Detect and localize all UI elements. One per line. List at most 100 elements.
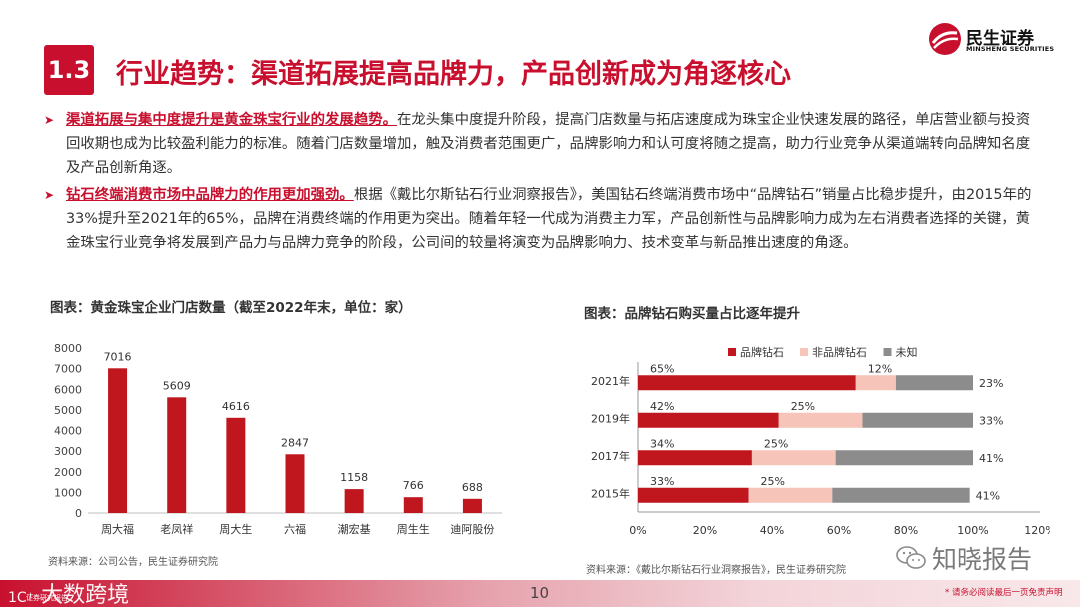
page-number: 10 [530,584,550,602]
bullet-highlight: 钻石终端消费市场中品牌力的作用更加强劲。 [66,187,354,203]
bar-value-label: 1158 [340,471,368,484]
stacked-segment [855,375,896,391]
right-chart-source: 资料来源：《戴比尔斯钻石行业洞察报告》，民生证券研究院 [586,565,846,576]
x-tick-label: 潮宏基 [338,522,371,536]
x-tick-label: 0% [629,524,646,537]
bar-value-label: 2847 [281,436,309,449]
bar-value-label: 688 [462,481,483,494]
y-tick-label: 2021年 [591,374,630,388]
stacked-segment [638,487,749,503]
page-title: 行业趋势：渠道拓展提高品牌力，产品创新成为角逐核心 [116,59,791,90]
segment-label: 12% [868,362,892,375]
y-tick-label: 3000 [54,445,82,458]
x-tick-label: 老凤祥 [160,522,193,536]
logo-text-cn: 民生证券 [966,29,1034,49]
y-tick-label: 5000 [54,404,82,417]
y-tick-label: 8000 [54,342,82,355]
segment-label: 25% [764,437,788,450]
watermark-left: 1C⁺ 大数跨境 [8,577,129,607]
arrow-bullet-icon: ➤ [44,113,55,127]
bar [285,454,305,513]
bullet-text: 根据《戴比尔斯钻石行业洞察报告》，美国钻石终端消费市场中“品牌钻石”销量占比稳步… [66,187,1032,251]
legend-swatch [728,348,736,356]
x-tick-label: 120% [1024,524,1050,537]
stacked-segment [751,450,836,466]
stacked-segment [748,487,833,503]
x-tick-label: 周大福 [101,522,134,536]
x-tick-label: 六福 [284,522,306,536]
y-tick-label: 7000 [54,363,82,376]
bar-value-label: 766 [403,479,424,492]
minsheng-logo: 民生证券 MINSHENG SECURITIES [928,20,1058,60]
watermark-left-small: 证券研究报告 [26,594,68,602]
bullet-item-brand: ➤ 钻石终端消费市场中品牌力的作用更加强劲。根据《戴比尔斯钻石行业洞察报告》，美… [44,183,1044,255]
watermark-right: 知晓报告 [896,540,1032,576]
legend-swatch [883,348,892,356]
bar [167,397,187,513]
y-tick-label: 0 [75,507,82,520]
stacked-segment [638,450,752,466]
stacked-segment [895,375,973,391]
x-tick-label: 周生生 [397,522,430,536]
y-tick-label: 1000 [54,486,82,499]
logo-text-en: MINSHENG SECURITIES [966,45,1055,53]
y-tick-label: 2015年 [591,486,630,500]
disclaimer: * 请务必阅读最后一页免责声明 [945,588,1063,598]
bar [108,368,128,513]
stacked-segment [778,412,863,428]
segment-label: 33% [650,475,674,488]
left-chart-caption: 图表：黄金珠宝企业门店数量（截至2022年末，单位：家） [50,300,412,316]
bar-value-label: 5609 [163,379,191,392]
segment-label: 41% [979,452,1003,465]
segment-label: 33% [979,414,1003,427]
left-chart-source: 资料来源：公司公告，民生证券研究院 [48,557,218,568]
stacked-segment [862,412,973,428]
right-chart-caption: 图表：品牌钻石购买量占比逐年提升 [584,306,800,322]
segment-label: 65% [650,362,674,375]
x-tick-label: 40% [760,524,784,537]
x-tick-label: 60% [827,524,851,537]
legend-label: 未知 [896,345,918,359]
legend-swatch [800,348,808,356]
stacked-segment [835,450,973,466]
bullet-text: 在龙头集中度提升阶段，提高门店数量与拓店速度成为珠宝企业快速发展的路径，单店营业… [66,112,1031,176]
segment-label: 41% [976,489,1000,502]
watermark-right-text: 知晓报告 [932,545,1033,574]
bullet-highlight: 渠道拓展与集中度提升是黄金珠宝行业的发展趋势。 [66,112,397,128]
bullet-item-channel: ➤ 渠道拓展与集中度提升是黄金珠宝行业的发展趋势。在龙头集中度提升阶段，提高门店… [44,108,1044,180]
segment-label: 25% [791,400,815,413]
x-tick-label: 迪阿股份 [450,523,494,536]
bar-value-label: 4616 [222,400,250,413]
legend-label: 品牌钻石 [740,345,784,359]
bar [462,498,482,513]
stacked-segment [638,375,856,391]
footer-bar [0,580,1080,607]
y-tick-label: 6000 [54,383,82,396]
x-tick-label: 100% [957,524,988,537]
store-count-bar-chart: 0 1000 2000 3000 4000 5000 6000 7000 8000 7016 周大福… [54,342,502,536]
bar-value-label: 7016 [104,350,132,363]
watermark-left-text: 大数跨境 [41,583,130,607]
x-tick-label: 20% [693,524,717,537]
bar [344,489,364,513]
arrow-bullet-icon: ➤ [44,188,55,202]
bar [226,417,246,513]
section-number-badge: 1.3 [44,45,94,95]
segment-label: 25% [761,475,785,488]
segment-label: 23% [979,377,1003,390]
bar [403,497,423,513]
x-tick-label: 80% [894,524,918,537]
y-tick-label: 2000 [54,466,82,479]
y-tick-label: 4000 [54,425,82,438]
minsheng-logo-icon [929,23,961,55]
watermark-left-mark: 1C⁺ [8,590,35,606]
legend-label: 非品牌钻石 [812,345,867,359]
stacked-segment [832,487,970,503]
segment-label: 34% [650,437,674,450]
x-tick-label: 周大生 [219,522,252,536]
bullet-list: ➤ 渠道拓展与集中度提升是黄金珠宝行业的发展趋势。在龙头集中度提升阶段，提高门店… [44,108,1044,258]
stacked-segment [638,412,779,428]
brand-diamond-stacked-chart: 品牌钻石 非品牌钻石 未知 0% 20% 40% 60% 80% 100% 120% 2021年 65… [591,345,1050,537]
y-tick-label: 2019年 [591,411,630,425]
segment-label: 42% [650,400,674,413]
